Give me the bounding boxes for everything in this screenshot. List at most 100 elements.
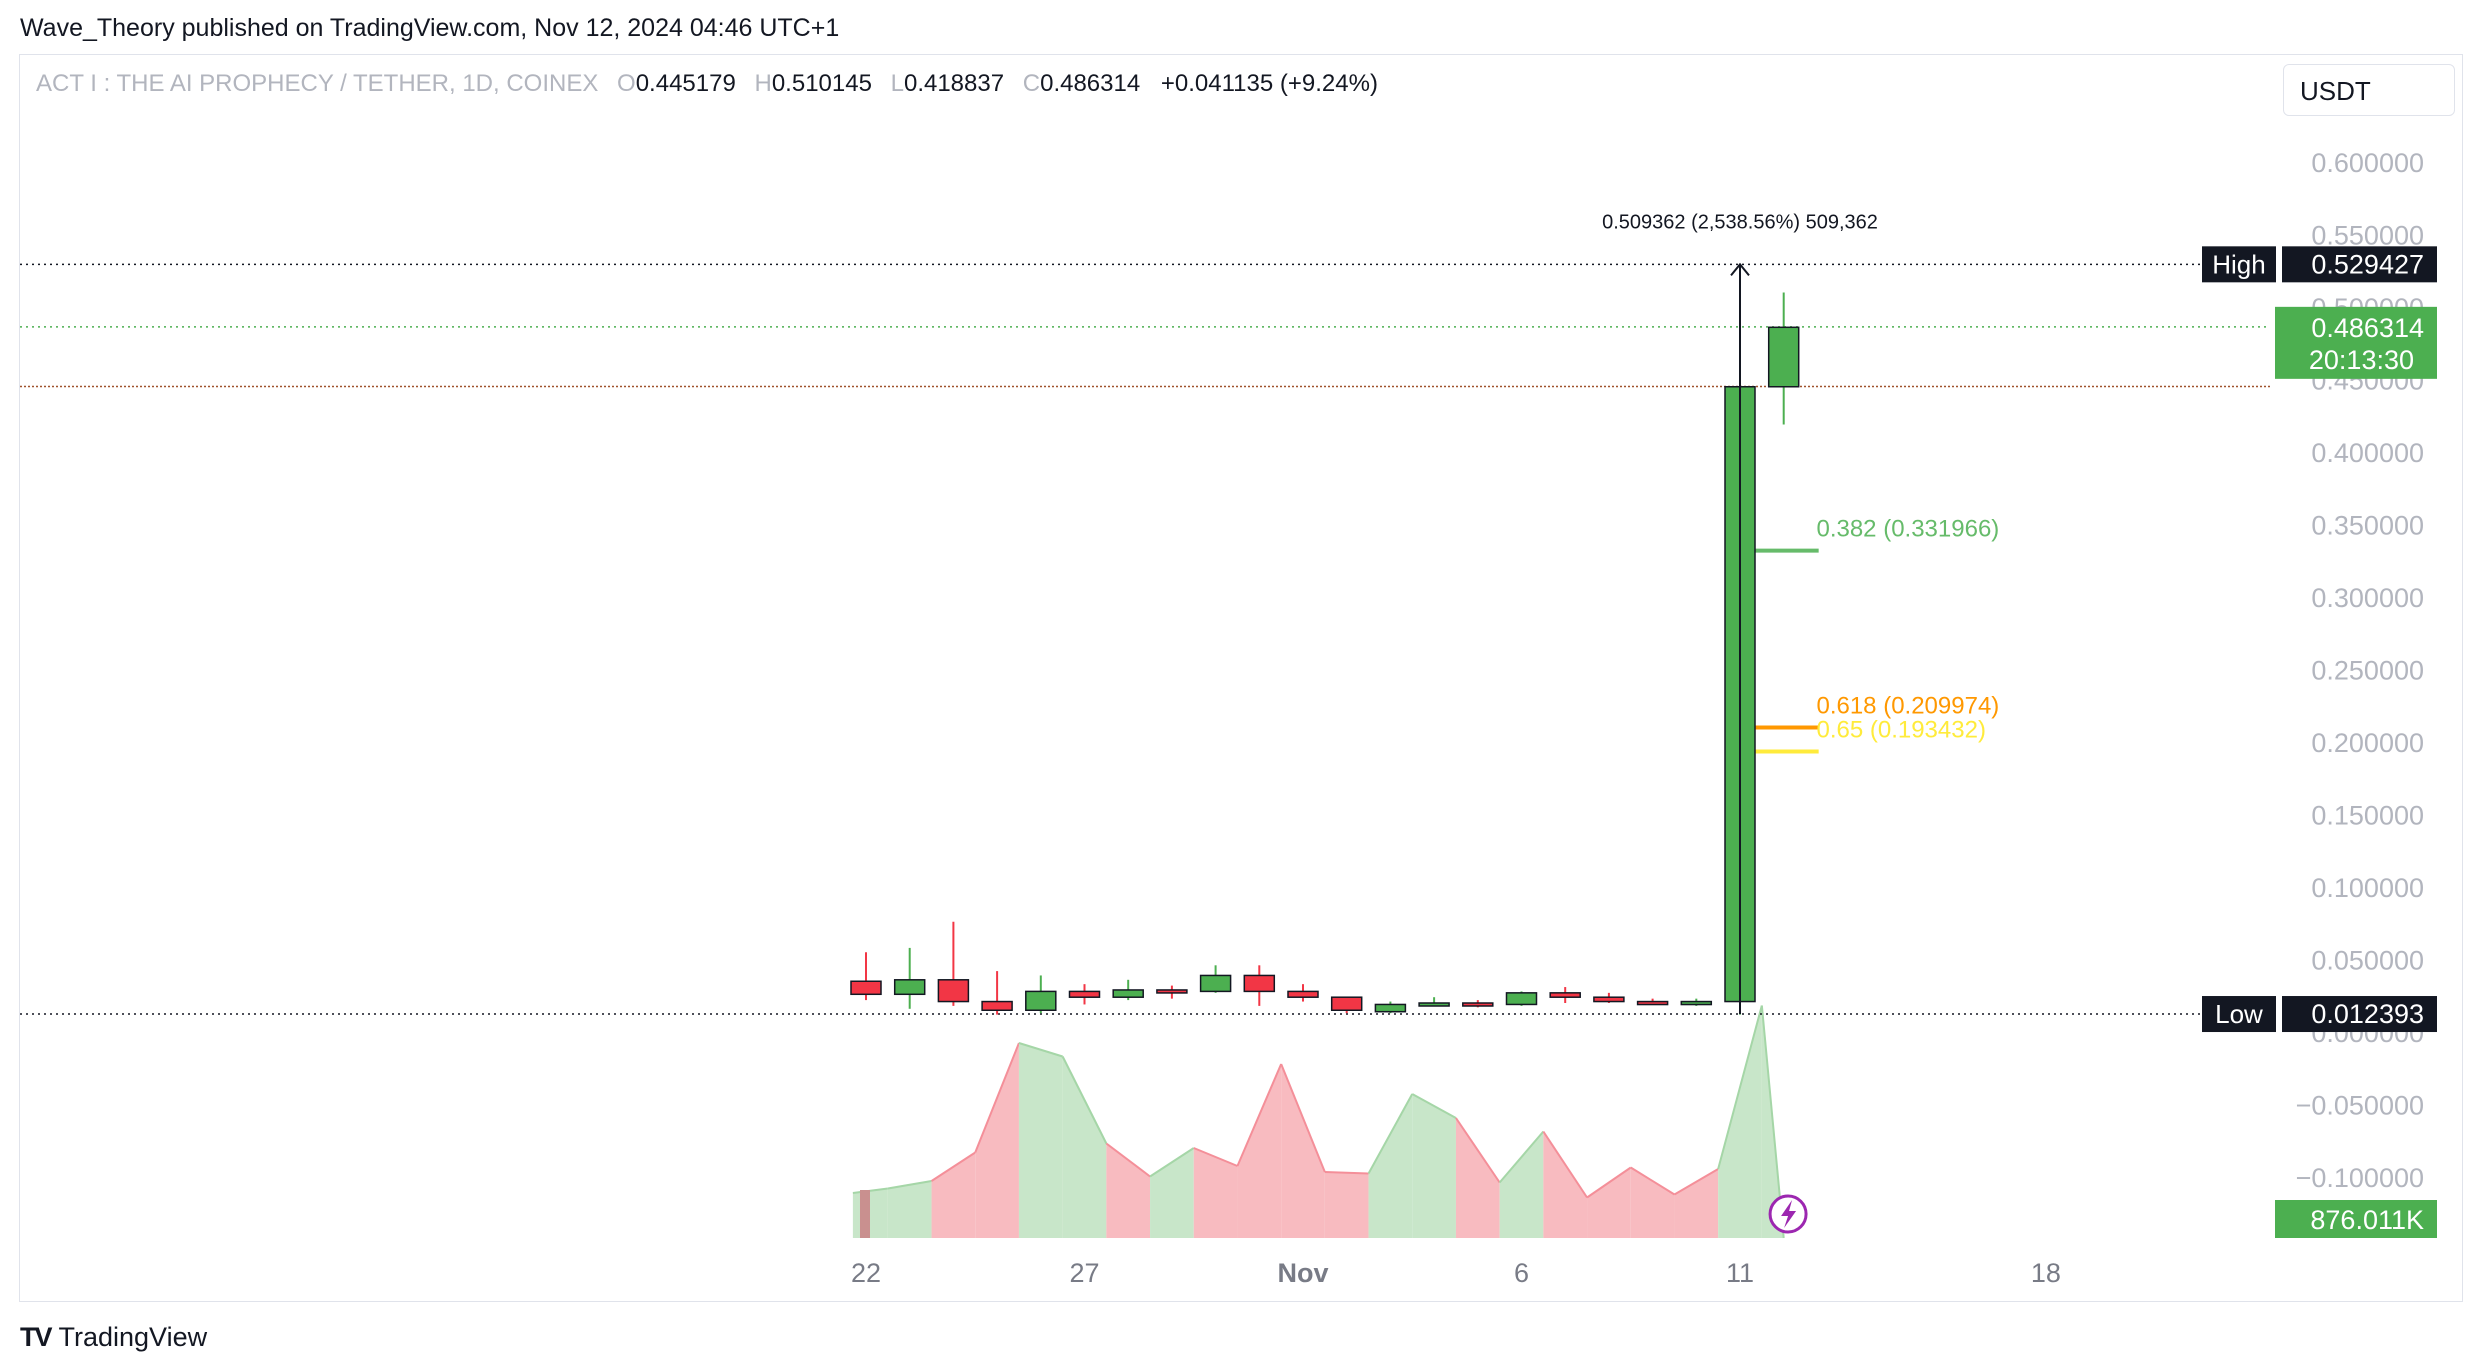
- volume-area-edge: [1236, 1063, 1283, 1167]
- volume-area-edge: [1586, 1166, 1632, 1199]
- low-value: 0.418837: [903, 70, 1005, 97]
- volume-area-edge: [887, 1180, 932, 1190]
- candle-body: [1025, 990, 1057, 1012]
- volume-area-segment: [852, 1188, 888, 1238]
- y-tick-label: 0.200000: [2311, 728, 2424, 758]
- publisher-line: Wave_Theory published on TradingView.com…: [20, 14, 840, 42]
- volume-area-edge: [1542, 1130, 1588, 1199]
- volume-area-segment: [1499, 1131, 1544, 1238]
- volume-tag: [2275, 1200, 2437, 1238]
- volume-area-segment: [1412, 1094, 1456, 1238]
- footer-brand[interactable]: TradingView: [58, 1322, 208, 1352]
- volume-area-edge: [1498, 1130, 1545, 1184]
- high-value: 0.510145: [771, 70, 872, 97]
- symbol-title[interactable]: ACT I : THE AI PROPHECY / TETHER, 1D, CO…: [36, 70, 599, 97]
- low-price-value: 0.012393: [2311, 999, 2424, 1029]
- volume-area-segment: [1368, 1094, 1413, 1238]
- volume-area-segment: [975, 1043, 1019, 1238]
- close-value: 0.486314: [1040, 70, 1141, 97]
- volume-area-segment: [1630, 1167, 1675, 1238]
- volume-area-edge: [1149, 1147, 1195, 1178]
- currency-selector[interactable]: USDT: [2283, 64, 2455, 116]
- volume-area-edge: [931, 1151, 976, 1182]
- volume-area-segment: [1237, 1064, 1282, 1238]
- y-tick-label: −0.100000: [2296, 1163, 2424, 1193]
- volume-area-segment: [1281, 1064, 1325, 1238]
- candle-body: [1767, 326, 1800, 388]
- low-tag: [2202, 996, 2276, 1033]
- candle-body: [1112, 989, 1144, 998]
- footer: TV TradingView: [20, 1322, 207, 1353]
- candle-body: [1636, 1000, 1669, 1006]
- y-tick-label: 0.100000: [2311, 873, 2424, 903]
- low-tag-label: Low: [2215, 999, 2263, 1029]
- candle-body: [1680, 1000, 1713, 1006]
- volume-area-edge: [1411, 1093, 1457, 1119]
- volume-area-segment: [1718, 1005, 1762, 1238]
- x-tick-label: 18: [2031, 1258, 2061, 1288]
- high-price-tag: [2282, 246, 2437, 283]
- candle-body: [1505, 992, 1538, 1006]
- close-label: C: [1022, 70, 1041, 97]
- y-tick-label: 0.150000: [2311, 801, 2424, 831]
- volume-area-edge: [1455, 1117, 1501, 1184]
- candle-body: [937, 979, 970, 1003]
- ohlc-legend: ACT I : THE AI PROPHECY / TETHER, 1D, CO…: [36, 70, 1378, 98]
- candle-body: [1243, 974, 1276, 993]
- low-label: L: [890, 70, 904, 97]
- countdown-timer: 20:13:30: [2309, 345, 2414, 375]
- open-label: O: [617, 70, 636, 97]
- candle-body: [1462, 1002, 1494, 1007]
- volume-area-edge: [852, 1187, 888, 1194]
- tradingview-logo-icon[interactable]: TV: [20, 1322, 52, 1352]
- volume-area-segment: [1324, 1172, 1369, 1238]
- x-tick-label: 11: [1726, 1258, 1754, 1288]
- candle-body: [893, 979, 926, 996]
- candle-body: [1199, 974, 1232, 993]
- high-tag-label: High: [2212, 249, 2265, 279]
- measure-label: 0.509362 (2,538.56%) 509,362: [1602, 211, 1878, 233]
- candle-body: [1287, 990, 1319, 998]
- y-tick-label: 0.050000: [2311, 946, 2424, 976]
- y-tick-label: 0.350000: [2311, 511, 2424, 541]
- candle-body: [981, 1000, 1013, 1011]
- high-price-value: 0.529427: [2311, 249, 2424, 279]
- candle-body: [850, 980, 882, 996]
- volume-area-segment: [1587, 1167, 1631, 1238]
- volume-area-edge: [1018, 1042, 1063, 1058]
- low-price-tag: [2282, 996, 2437, 1033]
- volume-area-segment: [1455, 1118, 1500, 1238]
- volume-area-segment: [931, 1152, 976, 1238]
- volume-area-segment: [1018, 1043, 1063, 1238]
- volume-area-edge: [1280, 1063, 1326, 1173]
- x-tick-label: 22: [851, 1258, 881, 1288]
- last-price-tag: [2275, 306, 2437, 379]
- volume-area-edge: [1630, 1166, 1675, 1196]
- volume-area-segment: [1674, 1169, 1719, 1238]
- candle-body: [1593, 996, 1625, 1003]
- y-tick-label: 0.250000: [2311, 656, 2424, 686]
- candle-body: [1156, 989, 1188, 994]
- last-price-value: 0.486314: [2311, 313, 2424, 343]
- candle-body: [1374, 1003, 1407, 1013]
- high-label: H: [754, 70, 772, 97]
- volume-area-edge: [1717, 1005, 1763, 1170]
- candle-body: [1330, 996, 1363, 1012]
- fib-label: 0.618 (0.209974): [1816, 693, 1999, 720]
- y-tick-label: 0.550000: [2311, 221, 2424, 251]
- lightning-bolt-shape: [1781, 1200, 1797, 1228]
- volume-area-edge: [1105, 1142, 1151, 1178]
- x-tick-label: 6: [1514, 1258, 1529, 1288]
- fib-label: 0.65 (0.193432): [1816, 717, 1985, 744]
- volume-area-edge: [1673, 1168, 1719, 1196]
- candle-body: [1418, 1002, 1450, 1007]
- volume-area-edge: [1193, 1147, 1238, 1167]
- volume-area-segment: [887, 1181, 932, 1238]
- candle-body: [1068, 990, 1101, 998]
- volume-area-segment: [1543, 1131, 1588, 1238]
- candle-body: [1549, 992, 1581, 998]
- y-tick-label: 0.600000: [2311, 148, 2424, 178]
- volume-area-segment: [1106, 1143, 1151, 1238]
- y-tick-label: −0.050000: [2296, 1091, 2424, 1121]
